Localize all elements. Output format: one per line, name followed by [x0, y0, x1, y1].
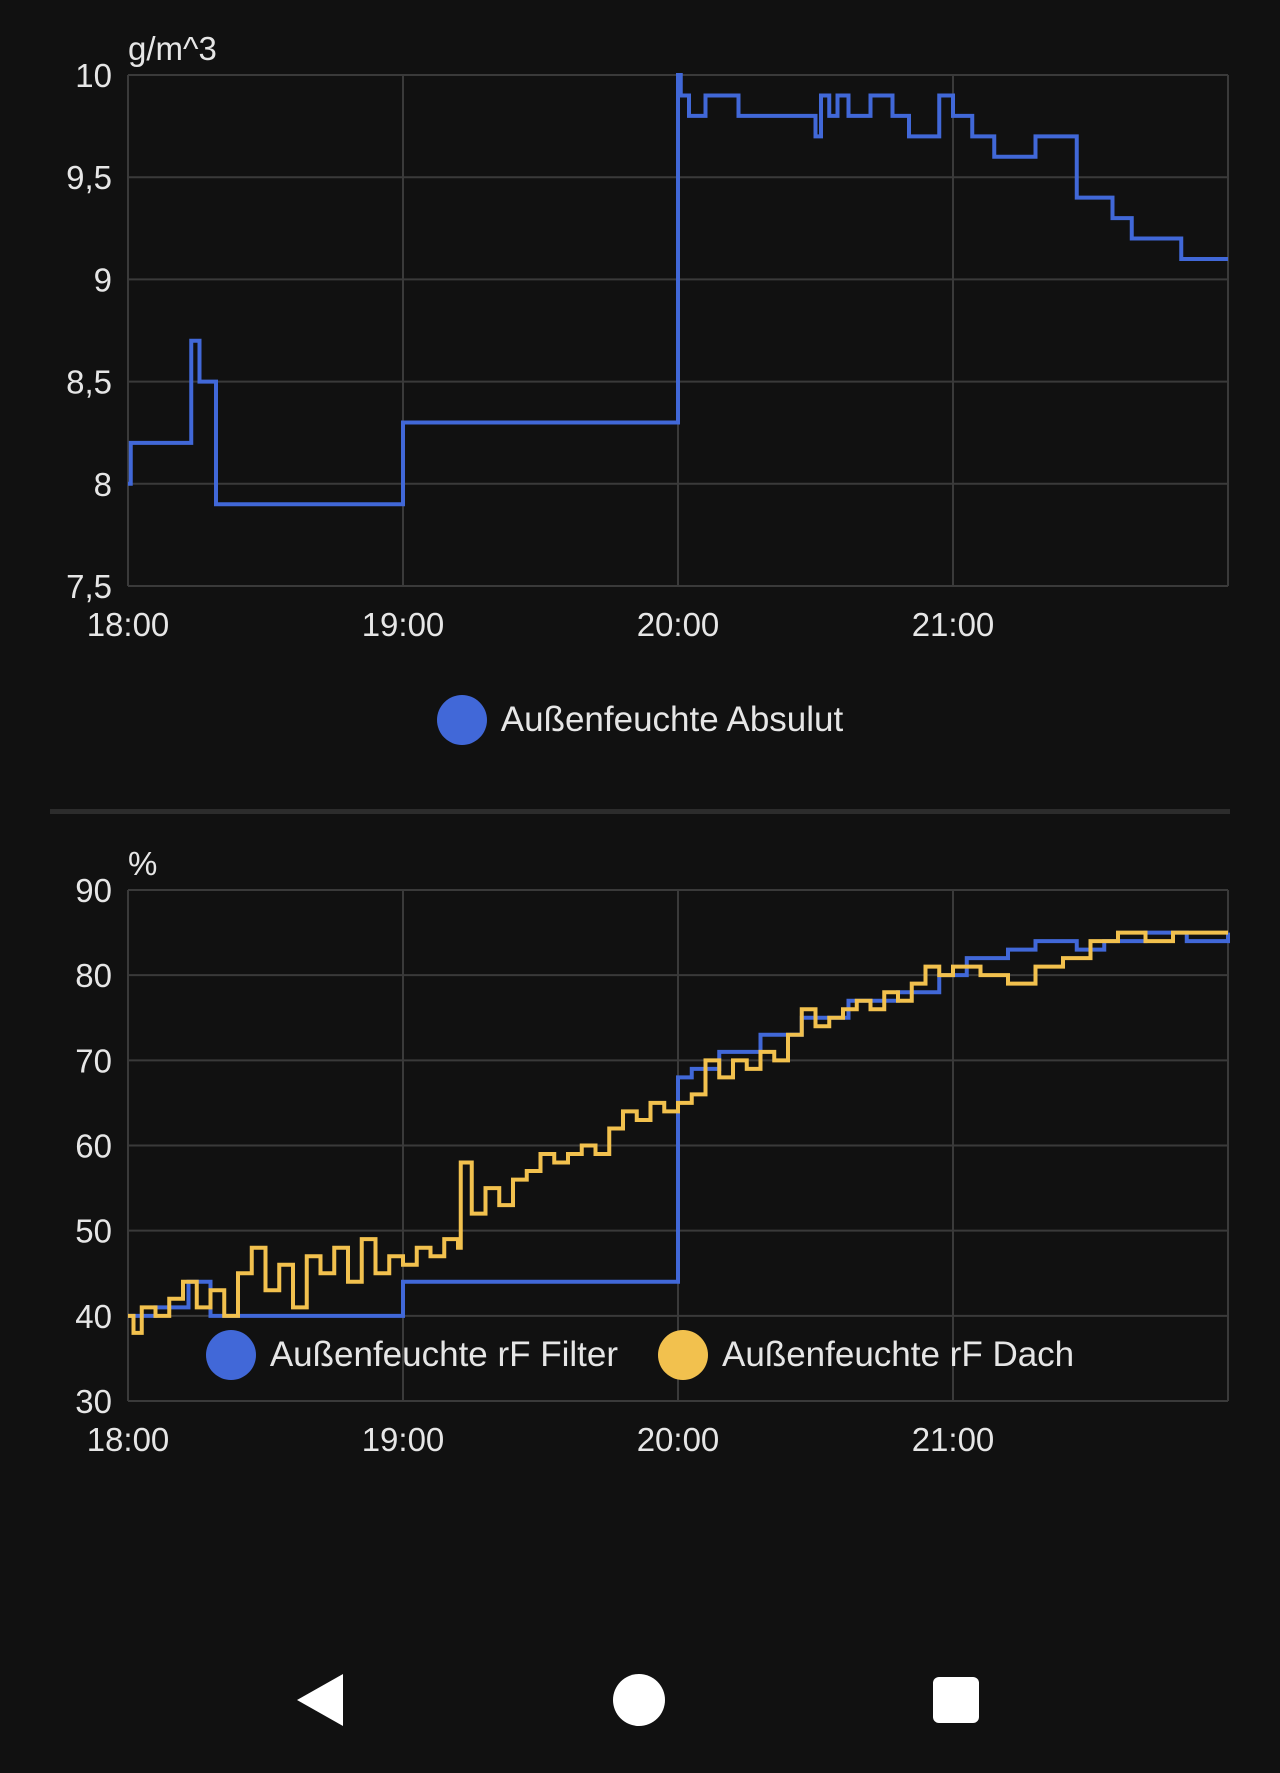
x-tick-label: 18:00	[87, 1421, 170, 1458]
x-tick-label: 19:00	[362, 1421, 445, 1458]
back-button[interactable]	[270, 1655, 370, 1745]
y-tick-label: 30	[75, 1383, 112, 1420]
x-tick-label: 21:00	[912, 606, 995, 643]
legend-item-filter[interactable]: Außenfeuchte rF Filter	[205, 1330, 619, 1380]
y-tick-label: 8	[94, 466, 112, 503]
y-tick-label: 80	[75, 957, 112, 994]
x-tick-label: 19:00	[362, 606, 445, 643]
series-line-a	[128, 73, 1228, 507]
legend-absolute: Außenfeuchte Absulut	[0, 695, 1280, 745]
y-tick-label: 50	[75, 1213, 112, 1250]
chart-divider	[50, 809, 1230, 814]
y-tick-label: 40	[75, 1298, 112, 1335]
legend-label-filter: Außenfeuchte rF Filter	[269, 1335, 619, 1374]
recent-apps-button[interactable]	[906, 1655, 1006, 1745]
android-nav-bar	[0, 1655, 1280, 1745]
legend-label-dach: Außenfeuchte rF Dach	[722, 1335, 1075, 1374]
y-tick-label: 7,5	[66, 568, 112, 605]
legend-swatch-blue	[205, 1330, 256, 1380]
y-tick-label: 60	[75, 1128, 112, 1165]
unit-label: g/m^3	[128, 30, 217, 67]
home-button[interactable]	[589, 1655, 689, 1745]
x-tick-label: 21:00	[912, 1421, 995, 1458]
series-line-a	[128, 930, 1230, 1318]
chart-absolute-humidity: g/m^3 10 9,5 9 8,5 8 7,5 18:00 19:00 20:00 21:00 A…	[0, 0, 1280, 800]
y-tick-label: 90	[75, 872, 112, 909]
series-line-b	[128, 930, 1228, 1335]
legend-swatch-yellow	[658, 1330, 709, 1380]
legend-item-absolut[interactable]: Außenfeuchte Absulut	[436, 695, 844, 745]
recent-square-icon	[933, 1677, 979, 1723]
absolute-humidity-plot: g/m^3 10 9,5 9 8,5 8 7,518:00 19:00 20:00 21:00	[66, 30, 1229, 643]
legend-relative: Außenfeuchte rF Filter Außenfeuchte rF D…	[0, 1330, 1280, 1380]
unit-label: %	[128, 845, 157, 882]
y-tick-label: 8,5	[66, 364, 112, 401]
back-triangle-icon	[297, 1674, 343, 1726]
x-tick-label: 20:00	[637, 1421, 720, 1458]
legend-label-absolut: Außenfeuchte Absulut	[500, 700, 844, 739]
chart-relative-humidity: % 90 80 70 60 50 40 30 18:00 19:00 20:00 21:00 Auße…	[0, 815, 1280, 1585]
x-tick-label: 18:00	[87, 606, 170, 643]
y-tick-label: 9,5	[66, 159, 112, 196]
legend-item-dach[interactable]: Außenfeuchte rF Dach	[658, 1330, 1074, 1380]
x-tick-label: 20:00	[637, 606, 720, 643]
y-tick-label: 70	[75, 1042, 112, 1079]
y-tick-label: 9	[94, 261, 112, 298]
home-circle-icon	[613, 1674, 665, 1726]
legend-swatch-blue	[436, 695, 487, 745]
y-tick-label: 10	[75, 57, 112, 94]
